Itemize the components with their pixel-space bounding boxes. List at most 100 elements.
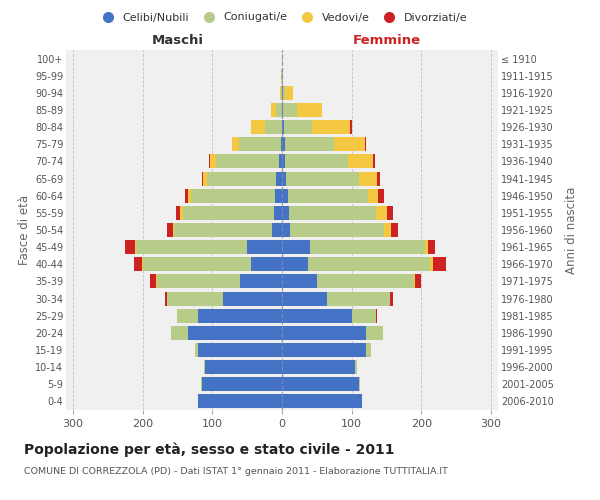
Bar bbox=[203, 172, 207, 185]
Bar bbox=[136, 240, 247, 254]
Bar bbox=[287, 188, 368, 202]
Bar bbox=[415, 274, 421, 288]
Bar bbox=[277, 103, 282, 117]
Bar bbox=[251, 120, 265, 134]
Bar bbox=[195, 343, 199, 357]
Bar bbox=[377, 172, 380, 185]
Text: Femmine: Femmine bbox=[352, 34, 421, 46]
Bar bbox=[282, 378, 359, 392]
Bar bbox=[251, 258, 282, 272]
Bar bbox=[135, 240, 136, 254]
Y-axis label: Anni di nascita: Anni di nascita bbox=[565, 186, 578, 274]
Bar bbox=[183, 206, 274, 220]
Bar bbox=[286, 154, 348, 168]
Bar bbox=[285, 86, 293, 100]
Bar bbox=[290, 223, 385, 237]
Bar bbox=[223, 292, 282, 306]
Bar bbox=[433, 258, 446, 272]
Bar bbox=[350, 120, 352, 134]
Bar bbox=[359, 378, 360, 392]
Bar bbox=[278, 154, 282, 168]
Bar bbox=[174, 223, 272, 237]
Bar bbox=[199, 343, 282, 357]
Bar bbox=[376, 308, 377, 322]
Bar bbox=[282, 206, 289, 220]
Bar bbox=[272, 223, 282, 237]
Bar bbox=[125, 240, 135, 254]
Bar bbox=[365, 343, 371, 357]
Bar bbox=[282, 138, 285, 151]
Bar bbox=[282, 326, 365, 340]
Bar bbox=[298, 103, 322, 117]
Bar bbox=[142, 258, 143, 272]
Bar bbox=[283, 86, 285, 100]
Bar bbox=[283, 103, 298, 117]
Bar bbox=[282, 223, 290, 237]
Bar bbox=[277, 172, 282, 185]
Bar bbox=[167, 223, 173, 237]
Bar bbox=[281, 138, 282, 151]
Text: Maschi: Maschi bbox=[151, 34, 203, 46]
Bar bbox=[176, 206, 179, 220]
Bar bbox=[365, 138, 367, 151]
Bar bbox=[368, 188, 378, 202]
Bar bbox=[199, 308, 282, 322]
Bar bbox=[282, 360, 355, 374]
Bar bbox=[156, 274, 157, 288]
Bar bbox=[378, 188, 384, 202]
Bar bbox=[157, 274, 240, 288]
Bar bbox=[209, 154, 210, 168]
Bar bbox=[282, 258, 308, 272]
Bar bbox=[310, 240, 425, 254]
Bar bbox=[282, 120, 284, 134]
Bar bbox=[430, 258, 433, 272]
Bar bbox=[285, 138, 334, 151]
Bar bbox=[282, 86, 283, 100]
Bar bbox=[282, 172, 286, 185]
Bar bbox=[428, 240, 435, 254]
Bar bbox=[202, 172, 203, 185]
Bar bbox=[282, 188, 287, 202]
Bar bbox=[199, 394, 282, 408]
Bar bbox=[334, 138, 365, 151]
Bar bbox=[390, 292, 394, 306]
Bar bbox=[178, 308, 199, 322]
Bar bbox=[359, 172, 377, 185]
Bar bbox=[282, 240, 310, 254]
Bar bbox=[348, 154, 373, 168]
Bar bbox=[282, 394, 362, 408]
Bar bbox=[232, 138, 239, 151]
Bar bbox=[425, 240, 428, 254]
Bar bbox=[289, 206, 376, 220]
Text: COMUNE DI CORREZZOLA (PD) - Dati ISTAT 1° gennaio 2011 - Elaborazione TUTTITALIA: COMUNE DI CORREZZOLA (PD) - Dati ISTAT 1… bbox=[24, 468, 448, 476]
Bar bbox=[286, 172, 359, 185]
Bar bbox=[281, 86, 282, 100]
Text: Popolazione per età, sesso e stato civile - 2011: Popolazione per età, sesso e stato civil… bbox=[24, 442, 395, 457]
Bar bbox=[143, 258, 251, 272]
Bar bbox=[281, 68, 282, 82]
Bar bbox=[265, 120, 282, 134]
Bar bbox=[280, 86, 281, 100]
Bar bbox=[352, 308, 376, 322]
Bar bbox=[386, 206, 394, 220]
Bar bbox=[201, 378, 202, 392]
Bar bbox=[373, 154, 374, 168]
Bar bbox=[282, 274, 317, 288]
Bar bbox=[376, 206, 386, 220]
Bar bbox=[274, 206, 282, 220]
Bar bbox=[365, 326, 383, 340]
Bar bbox=[282, 68, 283, 82]
Bar bbox=[210, 154, 216, 168]
Bar bbox=[202, 378, 282, 392]
Bar bbox=[385, 223, 391, 237]
Legend: Celibi/Nubili, Coniugati/e, Vedovi/e, Divorziati/e: Celibi/Nubili, Coniugati/e, Vedovi/e, Di… bbox=[92, 8, 472, 27]
Bar bbox=[247, 240, 282, 254]
Bar bbox=[165, 292, 167, 306]
Bar bbox=[308, 258, 430, 272]
Bar bbox=[240, 274, 282, 288]
Bar bbox=[167, 292, 223, 306]
Bar bbox=[327, 292, 390, 306]
Bar bbox=[191, 188, 275, 202]
Bar bbox=[177, 308, 178, 322]
Bar bbox=[282, 308, 352, 322]
